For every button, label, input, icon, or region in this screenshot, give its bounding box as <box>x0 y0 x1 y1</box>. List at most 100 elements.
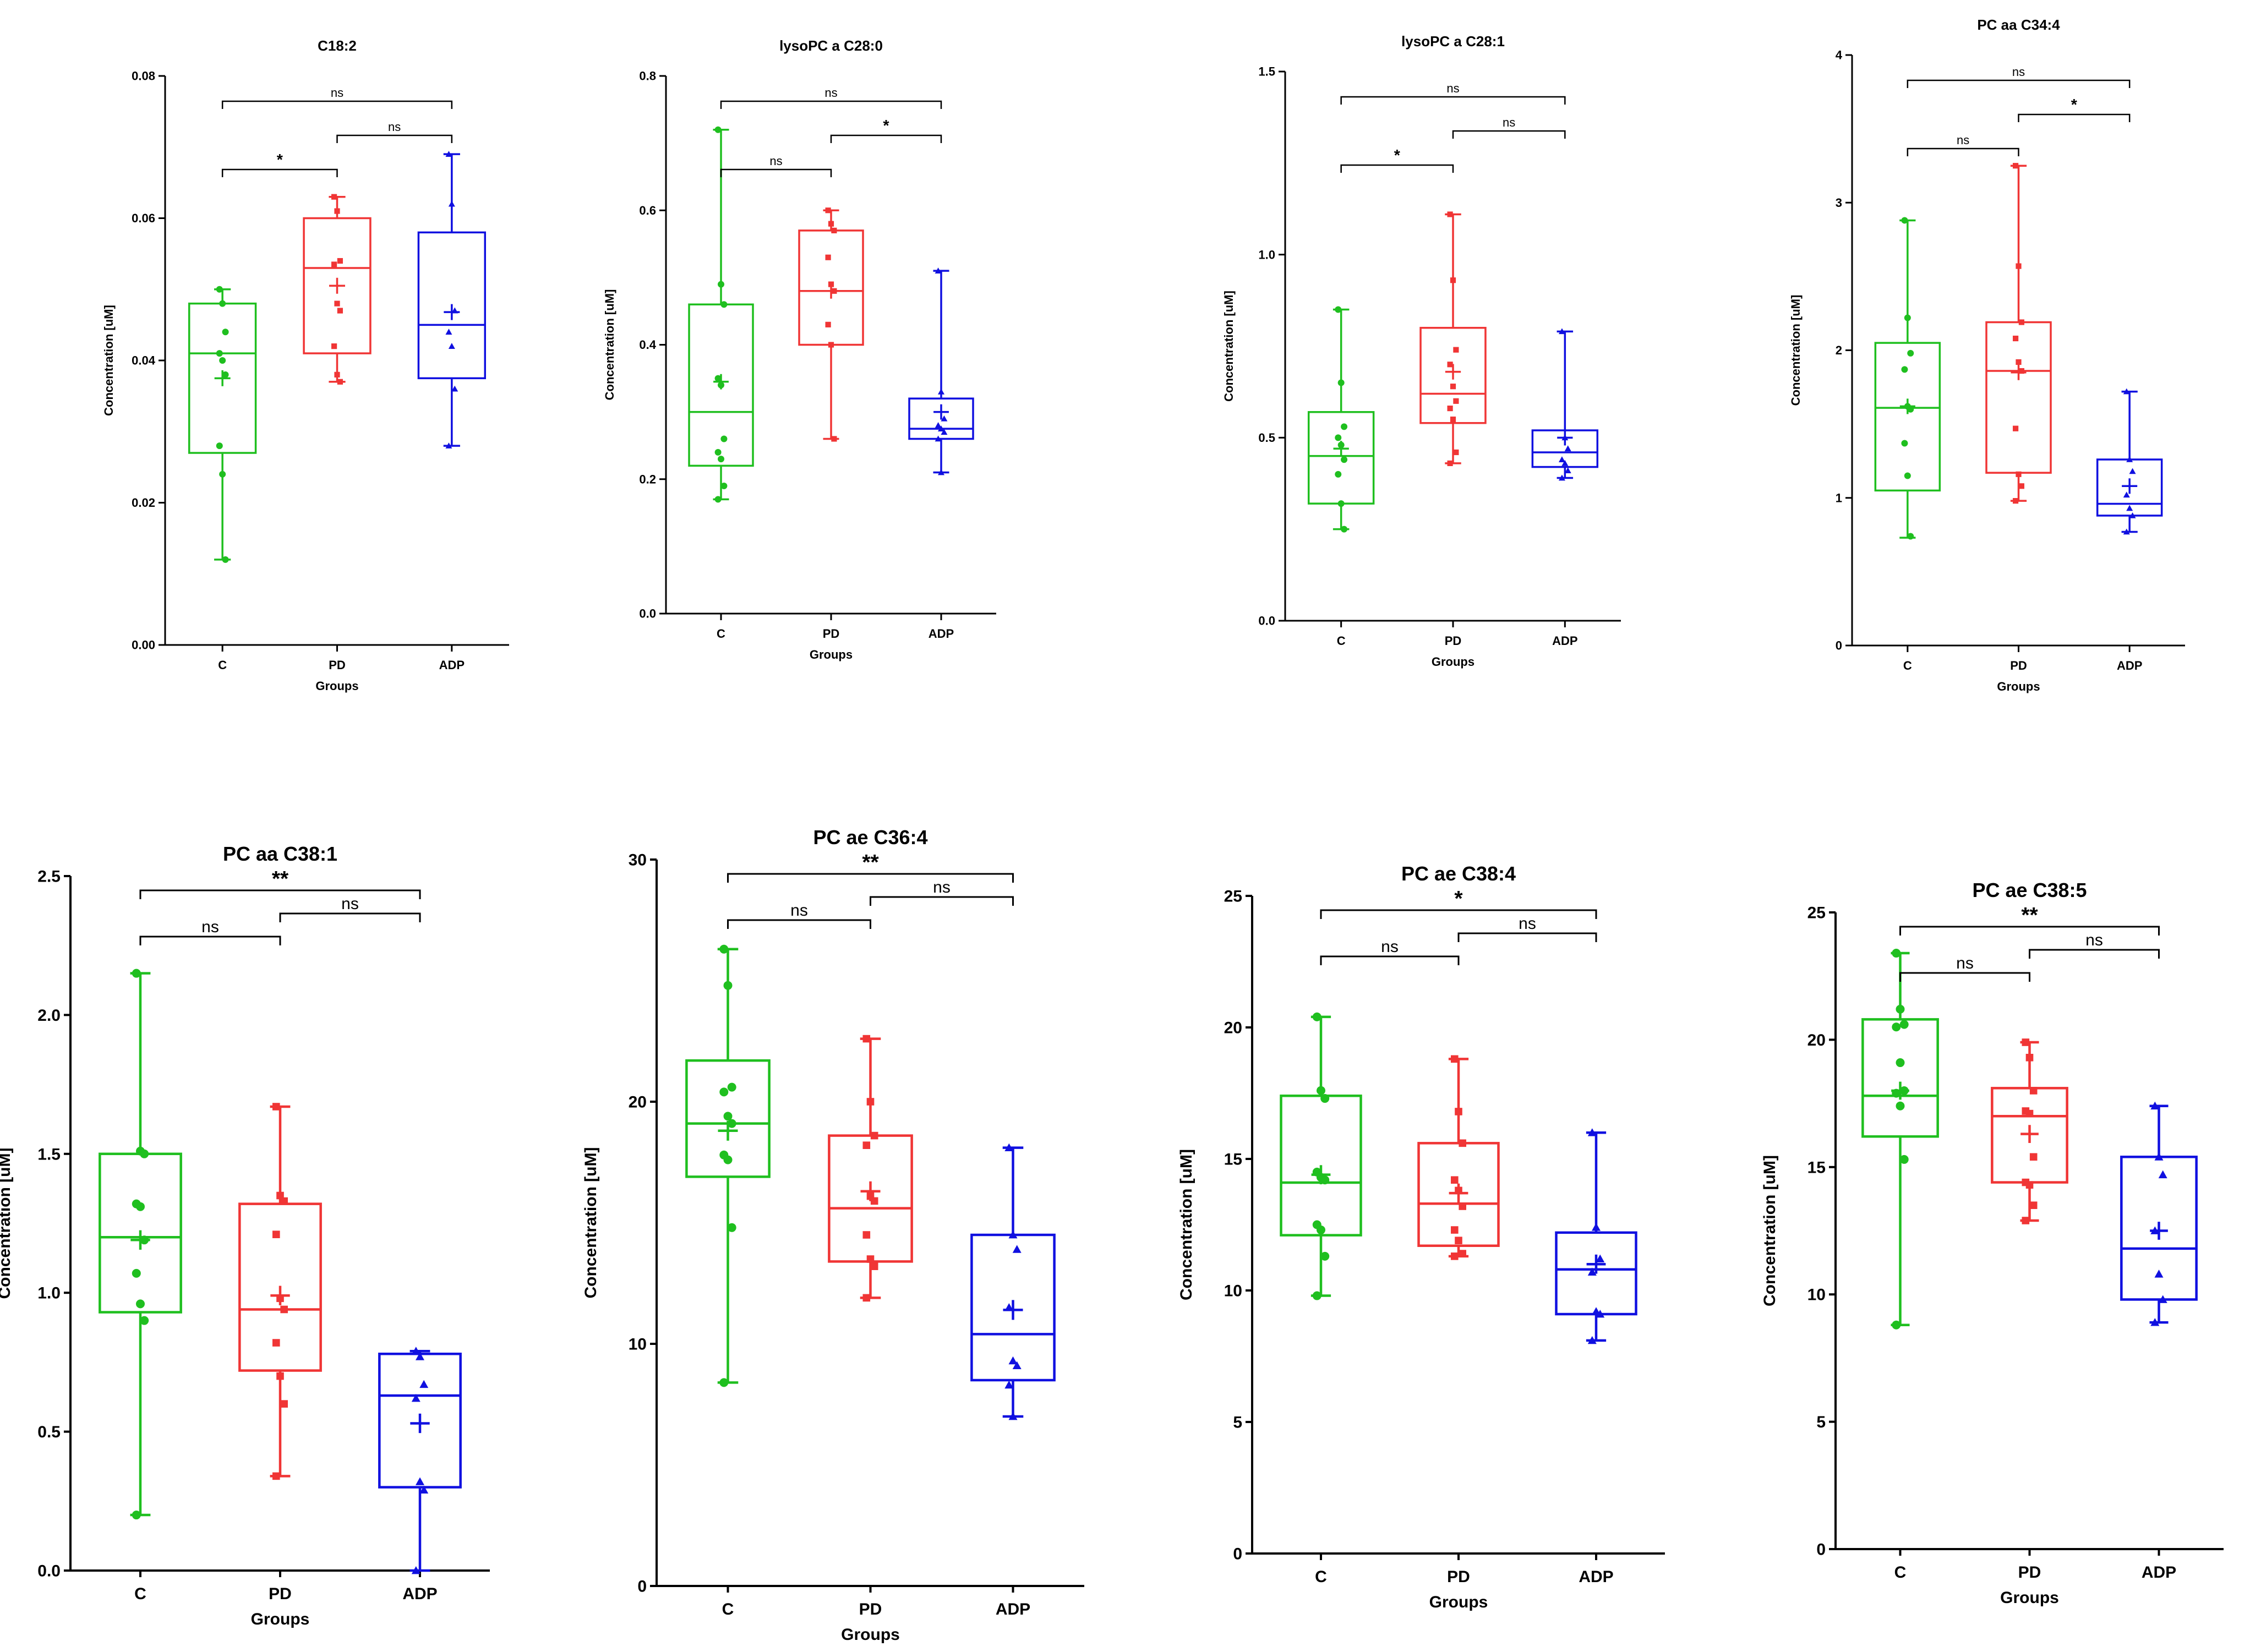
data-point <box>714 448 722 456</box>
bracket-line <box>1899 972 2030 982</box>
data-point <box>1320 1094 1330 1103</box>
y-tick-label: 10 <box>629 1336 647 1354</box>
box-c <box>1861 949 1939 1330</box>
data-point <box>1337 500 1345 507</box>
data-point <box>870 1262 878 1270</box>
significance-label: ns <box>769 154 782 168</box>
data-point <box>719 1087 729 1097</box>
data-point <box>1904 314 1911 321</box>
data-point <box>272 1103 280 1111</box>
data-point <box>1317 1086 1325 1095</box>
data-point <box>136 1299 145 1309</box>
data-point <box>938 469 944 475</box>
data-point <box>935 435 942 442</box>
significance-label: * <box>1454 887 1463 911</box>
significance-label: ** <box>272 867 289 891</box>
data-point <box>831 436 837 442</box>
data-point <box>1455 1237 1462 1244</box>
data-point <box>1455 1186 1462 1195</box>
box-pd <box>1985 163 2052 504</box>
data-point <box>2029 1153 2038 1161</box>
chart-title: PC ae C38:5 <box>1972 879 2087 901</box>
box-pd <box>828 1035 913 1302</box>
x-tick-label-pd: PD <box>1447 1568 1470 1586</box>
significance-bracket-pd-adp: * <box>830 117 942 143</box>
bracket-line <box>1907 147 2019 156</box>
data-point <box>1004 1380 1014 1389</box>
chart-title: lysoPC a C28:0 <box>779 37 883 54</box>
data-point <box>723 1155 733 1164</box>
data-point <box>718 456 724 463</box>
bracket-line <box>139 936 281 945</box>
data-point <box>2126 456 2133 462</box>
x-tick-label-pd: PD <box>329 658 346 672</box>
x-tick-label-adp: ADP <box>1552 634 1577 648</box>
data-point <box>1335 471 1342 478</box>
data-point <box>2158 1295 2167 1303</box>
data-point <box>222 329 229 336</box>
y-tick-label: 0.04 <box>132 354 156 368</box>
data-point <box>2126 505 2133 511</box>
x-tick-label-c: C <box>1337 634 1346 648</box>
x-tick-label-c: C <box>218 658 227 672</box>
data-point <box>723 981 733 990</box>
data-point <box>935 422 942 428</box>
y-tick-label: 0.6 <box>639 204 656 217</box>
significance-bracket-pd-adp: ns <box>1452 116 1566 139</box>
x-axis-label: Groups <box>810 648 853 661</box>
y-tick-label: 25 <box>1224 888 1242 906</box>
data-point <box>720 435 728 442</box>
data-point <box>1447 406 1453 412</box>
box-pd <box>1419 211 1487 467</box>
x-tick-label-adp: ADP <box>2117 659 2142 672</box>
significance-bracket-c-adp: ** <box>1899 904 2160 936</box>
data-point <box>1587 1336 1597 1344</box>
data-point <box>280 1400 288 1408</box>
data-point <box>416 1352 424 1360</box>
chart-panel-lysopc-a-c28-1: lysoPC a C28:1 0.0 0.5 1.0 1.5 Concentration … <box>1222 33 1621 669</box>
data-point <box>825 321 831 327</box>
data-point <box>941 429 948 435</box>
data-point <box>1447 460 1453 467</box>
data-point <box>1312 1012 1321 1021</box>
significance-bracket-pd-adp: ns <box>2029 931 2160 959</box>
bracket-line <box>1340 96 1566 105</box>
data-point <box>723 1112 733 1121</box>
box-adp <box>908 267 974 475</box>
data-point <box>1335 434 1342 441</box>
y-axis-label: Concentration [uM] <box>1177 1149 1195 1300</box>
data-point <box>2123 491 2130 498</box>
data-point <box>337 308 343 314</box>
y-tick-label: 5 <box>1816 1413 1826 1431</box>
data-point <box>714 375 722 382</box>
data-point <box>1447 211 1453 217</box>
data-point <box>2154 1270 2164 1278</box>
data-point <box>1892 949 1901 958</box>
data-point <box>1012 1361 1022 1369</box>
data-point <box>714 496 722 503</box>
data-point <box>140 1235 149 1245</box>
data-point <box>1320 1251 1330 1261</box>
y-tick-label: 2.0 <box>37 1006 61 1025</box>
data-point <box>331 343 337 349</box>
bracket-line <box>1899 926 2160 936</box>
significance-label: ns <box>388 120 401 134</box>
data-point <box>2129 512 2136 518</box>
y-axis-label: Concentration [uM] <box>1222 291 1236 402</box>
data-point <box>445 151 452 157</box>
data-point <box>2123 388 2130 395</box>
data-point <box>862 1141 871 1149</box>
x-tick-label-adp: ADP <box>2142 1563 2176 1582</box>
chart-title: PC ae C36:4 <box>813 826 927 849</box>
data-point <box>1907 406 1914 413</box>
data-point <box>411 1394 420 1402</box>
data-point <box>866 1255 875 1263</box>
data-point <box>2013 425 2019 431</box>
significance-label: * <box>2071 96 2078 114</box>
data-point <box>2154 1152 2164 1161</box>
data-point <box>1008 1412 1018 1420</box>
x-tick-label-adp: ADP <box>929 627 954 641</box>
data-point <box>334 300 340 307</box>
data-point <box>2018 483 2024 489</box>
data-point <box>1012 1245 1022 1253</box>
